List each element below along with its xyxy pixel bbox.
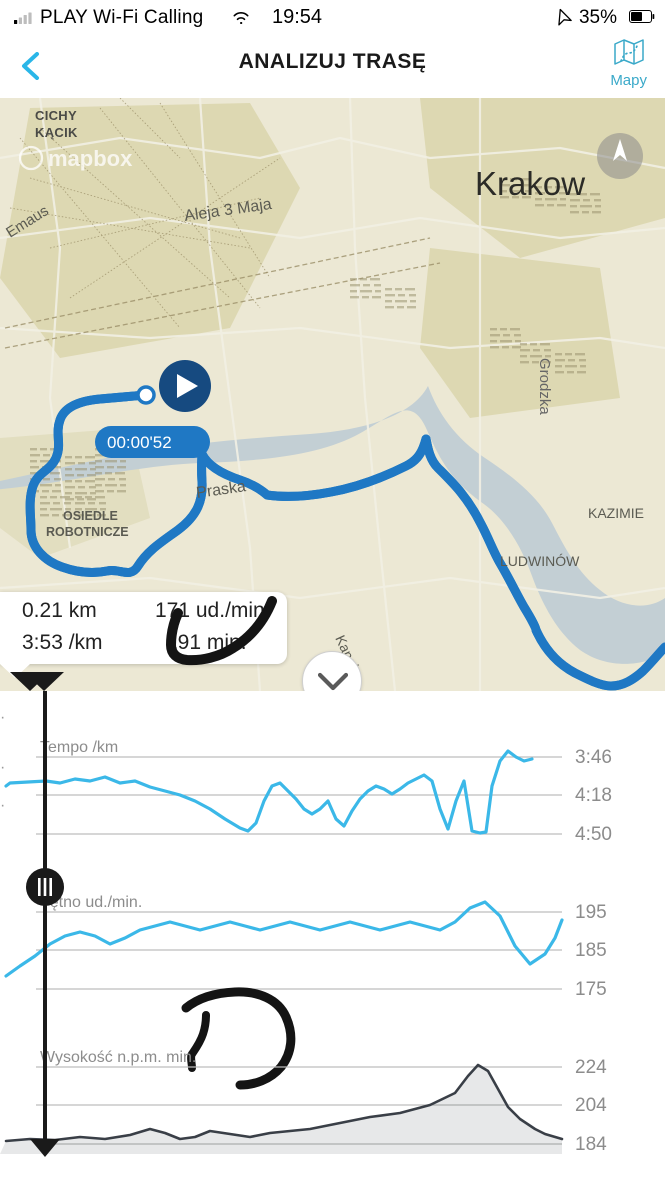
svg-text:KAZIMIE: KAZIMIE bbox=[588, 505, 644, 521]
svg-text:4:18: 4:18 bbox=[575, 785, 612, 806]
svg-text:00:00'52: 00:00'52 bbox=[107, 433, 172, 452]
svg-text:mapbox: mapbox bbox=[48, 146, 133, 171]
svg-text:185: 185 bbox=[575, 940, 607, 961]
svg-text:175: 175 bbox=[575, 979, 607, 999]
svg-text:Grodzka: Grodzka bbox=[536, 358, 553, 415]
svg-text:3:46: 3:46 bbox=[575, 747, 612, 768]
svg-text:195: 195 bbox=[575, 902, 607, 923]
svg-text:224: 224 bbox=[575, 1057, 607, 1078]
svg-text:4:50: 4:50 bbox=[575, 824, 612, 844]
svg-text:KĄCIK: KĄCIK bbox=[35, 125, 78, 140]
svg-text:ROBOTNICZE: ROBOTNICZE bbox=[46, 525, 129, 539]
svg-text:184: 184 bbox=[575, 1134, 607, 1154]
svg-text:OSIEDLE: OSIEDLE bbox=[63, 509, 118, 523]
svg-text:204: 204 bbox=[575, 1095, 607, 1116]
svg-text:Krakow: Krakow bbox=[475, 165, 585, 202]
svg-text:LUDWINÓW: LUDWINÓW bbox=[500, 553, 580, 569]
svg-text:CICHY: CICHY bbox=[35, 108, 77, 123]
